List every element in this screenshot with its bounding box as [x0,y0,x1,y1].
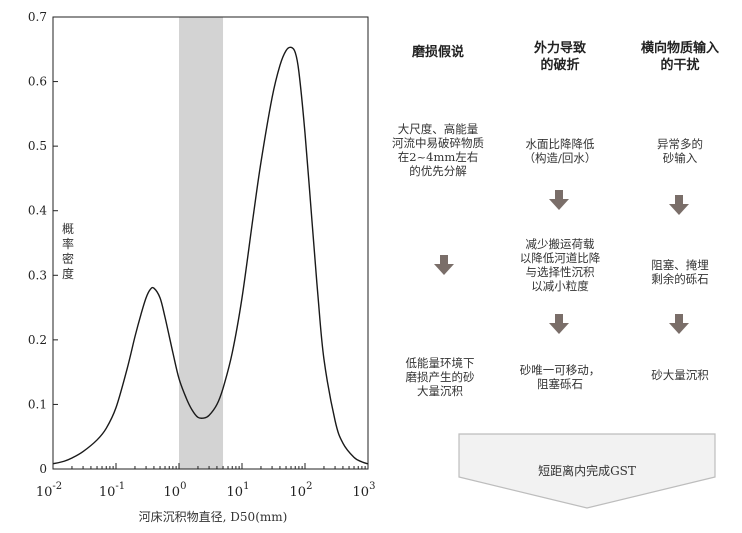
y-tick-label: 0.2 [28,333,47,347]
conclusion-chevron-box [458,433,716,509]
x-tick-exponent: 3 [369,481,375,492]
down-arrow-icon [549,190,569,210]
density-curve [52,46,369,465]
x-tick-label: 101 [227,481,250,500]
grain-size-band [179,17,224,469]
abrasion-step-3: 低能量环境下 磨损产生的砂 大量沉积 [405,356,475,398]
y-tick-label: 0.3 [28,268,47,282]
lateral-input-step-1: 异常多的 砂输入 [657,137,703,165]
x-tick-exponent: 1 [243,481,249,492]
external-force-step-1: 水面比降降低 （构造/回水） [523,137,597,165]
down-arrow-icon [549,314,569,334]
x-tick-exponent: -1 [115,481,125,492]
x-tick-exponent: -2 [52,481,62,492]
y-tick-label: 0.6 [28,75,47,89]
y-tick-label: 0 [39,462,47,476]
y-axis-ticks: 0 0.1 0.2 0.3 0.4 0.5 0.6 0.7 [28,10,58,476]
column-head-abrasion: 磨损假说 [411,45,464,60]
y-tick-label: 0.5 [28,139,47,153]
x-axis-label: 河床沉积物直径, D50(mm) [138,510,288,524]
external-force-step-3: 砂唯一可移动， 阻塞砾石 [519,363,601,391]
x-tick-label: 102 [290,481,313,500]
down-arrow-icon [669,314,689,334]
down-arrow-icon [434,255,454,275]
external-force-step-2: 减少搬运荷载 以降低河道比降 与选择性沉积 以减小粒度 [519,237,601,293]
y-axis-label: 概率密度 [62,222,75,281]
plot-frame [52,16,369,470]
y-tick-label: 0.4 [28,204,47,218]
conclusion-label: 短距离内完成GST [538,464,636,478]
x-tick-exponent: 2 [306,481,312,492]
x-tick-label: 10-2 [36,481,62,500]
lateral-input-step-2: 阻塞、掩埋 剩余的砾石 [651,258,709,286]
column-head-external-force: 外力导致 的破折 [533,41,586,73]
column-head-lateral-input: 横向物质输入 的干扰 [640,41,719,73]
y-tick-label: 0.7 [28,10,47,24]
y-tick-label: 0.1 [28,397,47,411]
down-arrow-icon [669,195,689,215]
x-tick-exponent: 0 [180,481,186,492]
x-tick-label: 100 [164,481,187,500]
lateral-input-step-3: 砂大量沉积 [651,368,709,382]
x-tick-label: 10-1 [99,481,125,500]
x-tick-label: 103 [353,481,376,500]
abrasion-step-1: 大尺度、高能量 河流中易破碎物质 在2~4mm左右 的优先分解 [392,122,484,178]
